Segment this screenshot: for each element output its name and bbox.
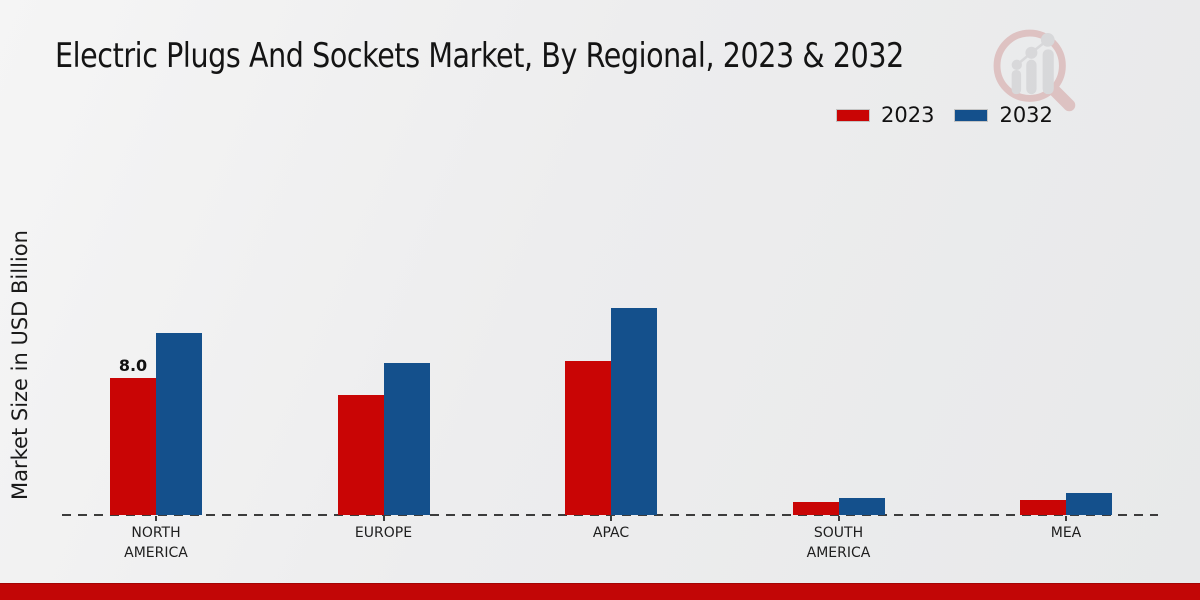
legend-label: 2023: [881, 103, 935, 127]
legend-swatch-2023: [836, 108, 870, 122]
bar-value-label: 8.0: [118, 356, 148, 375]
bar-2032-apac: [611, 307, 657, 515]
bar-2023-mea: [1020, 500, 1066, 515]
legend-item-2023: 2023: [836, 103, 934, 127]
bar-2023-south-america: [792, 502, 839, 515]
bar-2032-north-america: [156, 333, 202, 515]
legend-item-2032: 2032: [954, 103, 1053, 127]
x-axis-label-north-america: NORTH AMERICA: [124, 525, 188, 561]
x-axis-tick: [155, 516, 157, 521]
x-axis-tick: [382, 516, 385, 521]
footer-accent-bar: [0, 583, 1200, 600]
legend-label: 2032: [999, 103, 1053, 127]
bar-2023-north-america: [110, 378, 156, 515]
x-axis-tick: [1065, 516, 1067, 521]
magnifier-bar-chart-logo-icon: [993, 29, 1076, 112]
bar-2023-europe: [337, 395, 384, 515]
bar-2032-mea: [1066, 492, 1112, 515]
bar-2032-south-america: [838, 497, 885, 515]
legend: 2023 2032: [836, 103, 1053, 127]
legend-swatch-2032: [954, 108, 989, 122]
x-axis-label-mea: MEA: [1050, 525, 1082, 541]
x-axis-baseline: [62, 514, 1158, 516]
x-axis-tick: [610, 516, 612, 521]
bar-2023-apac: [565, 360, 611, 515]
x-axis-label-apac: APAC: [592, 525, 630, 541]
bar-2032-europe: [383, 362, 430, 515]
page-title: Electric Plugs And Sockets Market, By Re…: [55, 36, 904, 76]
x-axis-label-south-america: SOUTH AMERICA: [806, 525, 871, 561]
x-axis-label-europe: EUROPE: [354, 525, 413, 541]
x-axis-tick: [837, 516, 840, 521]
